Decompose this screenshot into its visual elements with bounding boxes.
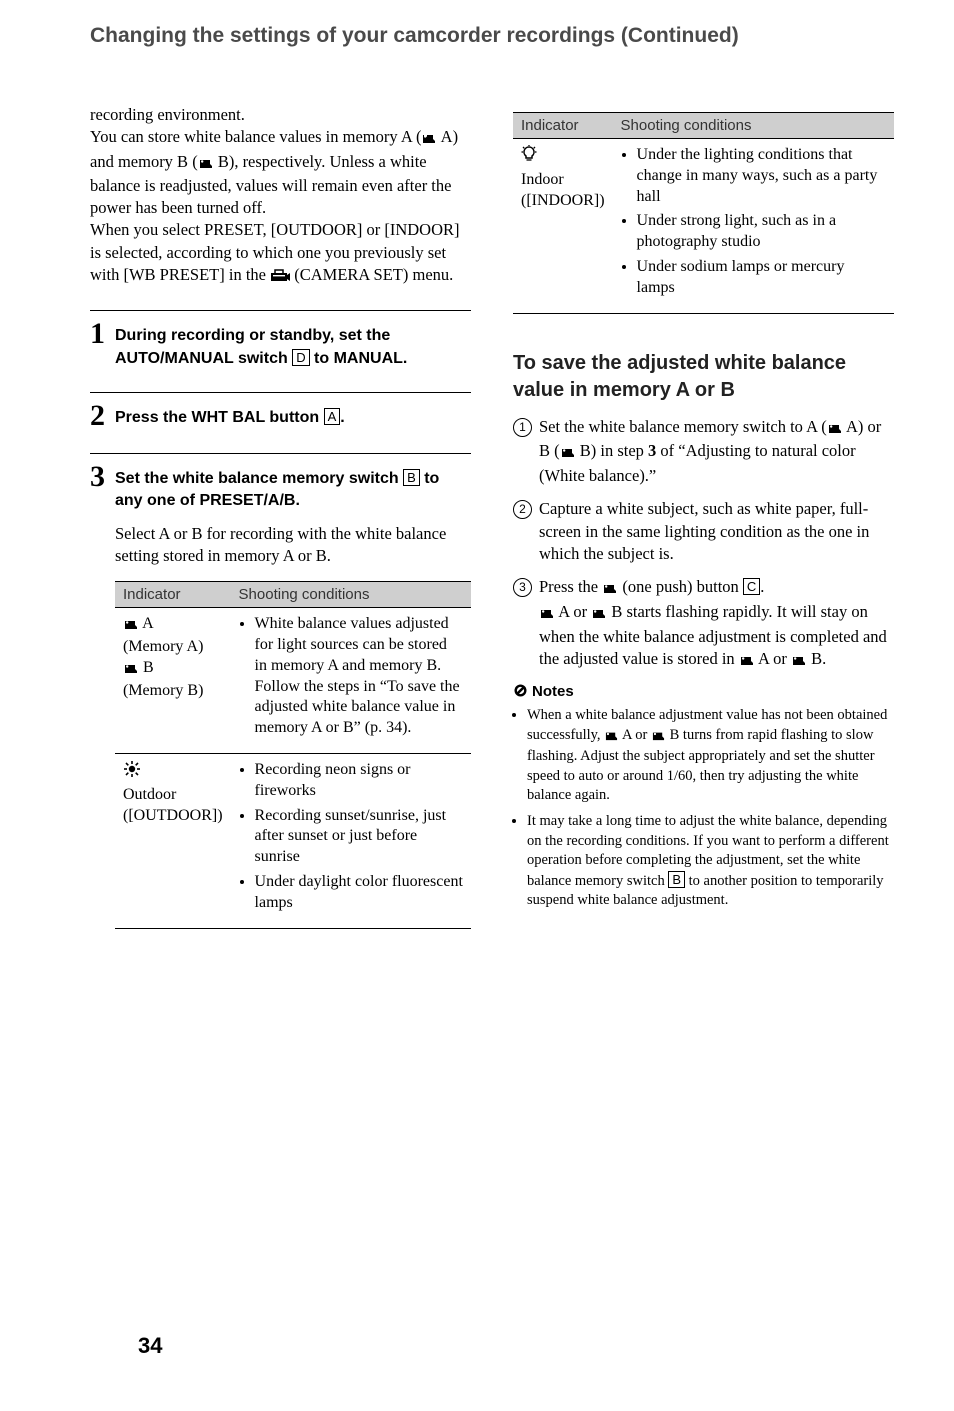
table-header: Indicator xyxy=(115,582,231,608)
circled-step-3: Press the (one push) button C. A or B st… xyxy=(513,576,894,673)
bulb-icon xyxy=(521,145,537,170)
condition-item: White balance values adjusted for light … xyxy=(255,614,463,739)
key-b-icon: B xyxy=(403,469,420,486)
indicator-text: (Memory B) xyxy=(123,682,203,699)
note-text: A or xyxy=(619,727,651,743)
indicator-cell: A (Memory A) B (Memory B) xyxy=(115,608,231,754)
subsection-heading: To save the adjusted white balance value… xyxy=(513,350,894,404)
circled-step-1: Set the white balance memory switch to A… xyxy=(513,416,894,488)
table-row: A (Memory A) B (Memory B) White balance val… xyxy=(115,608,471,754)
condition-item: Under daylight color fluorescent lamps xyxy=(255,872,463,914)
conditions-cell: White balance values adjusted for light … xyxy=(231,608,471,754)
numbered-steps: Set the white balance memory switch to A… xyxy=(513,416,894,674)
card-icon xyxy=(421,128,437,150)
step-title-text: Set the white balance memory switch xyxy=(115,470,403,487)
page-title: Changing the settings of your camcorder … xyxy=(90,24,894,48)
step-text: A or xyxy=(555,602,591,621)
conditions-table-right: Indicator Shooting conditions Indoor ([IN… xyxy=(513,112,894,314)
indicator-text: A xyxy=(139,615,154,632)
condition-item: Recording sunset/sunrise, just after sun… xyxy=(255,806,463,868)
table-row: Outdoor ([OUTDOOR]) Recording neon signs o… xyxy=(115,754,471,929)
condition-item: Under sodium lamps or mercury lamps xyxy=(637,257,886,299)
step-2: 2 Press the WHT BAL button A. xyxy=(90,392,471,431)
step-text: Press the xyxy=(539,577,602,596)
card-icon xyxy=(198,153,214,175)
page-number: 34 xyxy=(138,1333,162,1359)
step-1: 1 During recording or standby, set the A… xyxy=(90,310,471,370)
step-text: Set the white balance memory switch to A… xyxy=(539,417,827,436)
intro-text: recording environment. xyxy=(90,105,245,124)
card-icon xyxy=(560,442,576,465)
onepush-icon xyxy=(602,578,618,601)
step-title-text: Press the WHT BAL button xyxy=(115,409,324,426)
indicator-text: B xyxy=(139,659,154,676)
table-header: Shooting conditions xyxy=(231,582,471,608)
sun-icon xyxy=(123,760,141,785)
indicator-text: Indoor xyxy=(521,171,564,188)
two-column-layout: recording environment. You can store whi… xyxy=(90,104,894,929)
step-number: 2 xyxy=(90,401,105,431)
condition-item: Under strong light, such as in a photogr… xyxy=(637,211,886,253)
note-item: When a white balance adjustment value ha… xyxy=(527,706,894,806)
conditions-cell: Under the lighting conditions that chang… xyxy=(613,139,894,314)
step-text: . xyxy=(760,577,764,596)
step-text: B. xyxy=(807,649,826,668)
step-title-text: to MANUAL. xyxy=(310,350,408,367)
step-text: A or xyxy=(755,649,791,668)
indicator-text: (Memory A) xyxy=(123,638,203,655)
indicator-text: ([INDOOR]) xyxy=(521,192,605,209)
key-b-icon: B xyxy=(668,871,685,888)
card-icon xyxy=(591,603,607,626)
step-number: 3 xyxy=(90,462,105,929)
key-d-icon: D xyxy=(292,349,309,366)
step-number: 1 xyxy=(90,319,105,370)
key-c-icon: C xyxy=(743,578,760,595)
step-title: Set the white balance memory switch B to… xyxy=(115,468,471,513)
key-a-icon: A xyxy=(324,408,341,425)
step-text: B) in step xyxy=(576,441,648,460)
card-icon xyxy=(123,660,139,681)
conditions-table-left: Indicator Shooting conditions A (Memory A… xyxy=(115,581,471,928)
indicator-text: ([OUTDOOR]) xyxy=(123,807,223,824)
card-icon xyxy=(739,650,755,673)
left-column: recording environment. You can store whi… xyxy=(90,104,471,929)
intro-text: You can store white balance values in me… xyxy=(90,127,421,146)
table-row: Indoor ([INDOOR]) Under the lighting condi… xyxy=(513,139,894,314)
condition-item: Recording neon signs or fireworks xyxy=(255,760,463,802)
intro-text: (CAMERA SET) menu. xyxy=(290,265,453,284)
card-icon xyxy=(123,616,139,637)
step-title: Press the WHT BAL button A. xyxy=(115,407,471,429)
notes-heading: Notes xyxy=(513,683,894,702)
intro-paragraph: recording environment. You can store whi… xyxy=(90,104,471,288)
card-icon xyxy=(539,603,555,626)
notes-list: When a white balance adjustment value ha… xyxy=(513,706,894,911)
conditions-cell: Recording neon signs or fireworksRecordi… xyxy=(231,754,471,929)
right-column: Indicator Shooting conditions Indoor ([IN… xyxy=(513,104,894,929)
circled-step-2: Capture a white subject, such as white p… xyxy=(513,498,894,566)
note-item: It may take a long time to adjust the wh… xyxy=(527,812,894,911)
card-icon xyxy=(604,728,619,748)
indicator-cell: Indoor ([INDOOR]) xyxy=(513,139,613,314)
card-icon xyxy=(651,728,666,748)
step-title: During recording or standby, set the AUT… xyxy=(115,325,471,370)
step-title-text: . xyxy=(340,409,344,426)
table-header: Indicator xyxy=(513,113,613,139)
notes-label: Notes xyxy=(532,683,574,700)
ban-icon xyxy=(513,683,528,702)
step-3: 3 Set the white balance memory switch B … xyxy=(90,453,471,929)
step-text: (one push) button xyxy=(618,577,743,596)
card-icon xyxy=(791,650,807,673)
indicator-cell: Outdoor ([OUTDOOR]) xyxy=(115,754,231,929)
table-header: Shooting conditions xyxy=(613,113,894,139)
condition-item: Under the lighting conditions that chang… xyxy=(637,145,886,207)
toolbox-icon xyxy=(270,266,290,288)
step-description: Select A or B for recording with the whi… xyxy=(115,523,471,568)
card-icon xyxy=(827,418,843,441)
indicator-text: Outdoor xyxy=(123,786,176,803)
